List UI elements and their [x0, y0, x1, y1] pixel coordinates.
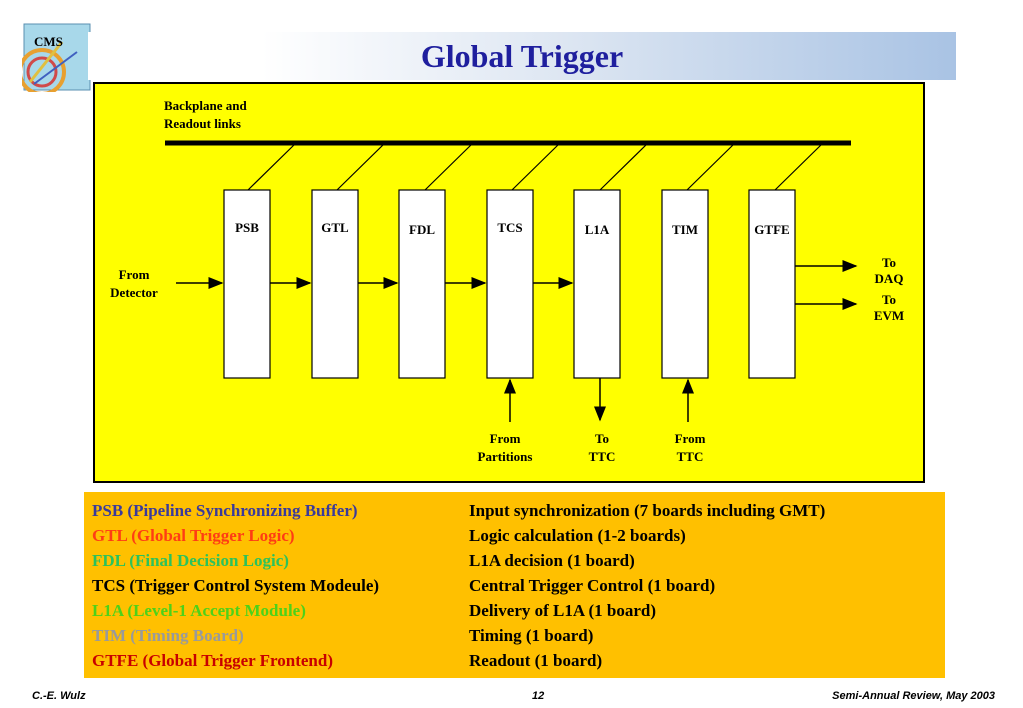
- board-l1a: [573, 189, 621, 379]
- logo-text: CMS: [34, 34, 63, 49]
- board-label-tim: TIM: [672, 222, 698, 237]
- board-label-l1a: L1A: [585, 222, 610, 237]
- footer-event: Semi-Annual Review, May 2003: [832, 690, 995, 702]
- to-ttc-line2: TTC: [589, 449, 616, 464]
- link-gtl: [336, 142, 386, 191]
- board-psb: [223, 189, 271, 379]
- cms-logo: CMS: [18, 22, 92, 96]
- legend-desc-gtl: Logic calculation (1-2 boards): [469, 526, 686, 545]
- board-tim: [661, 189, 709, 379]
- legend-abbr-fdl: FDL (Final Decision Logic): [92, 551, 289, 570]
- footer-page-number: 12: [532, 690, 545, 702]
- input-label-line2: Detector: [110, 285, 158, 300]
- output-evm-line2: EVM: [874, 308, 904, 323]
- backplane-label-line1: Backplane and: [164, 98, 247, 113]
- legend-abbr-gtfe: GTFE (Global Trigger Frontend): [92, 651, 333, 670]
- from-partitions-line2: Partitions: [478, 449, 533, 464]
- input-label-line1: From: [119, 267, 150, 282]
- board-tcs: [486, 189, 534, 379]
- output-evm-line1: To: [882, 292, 896, 307]
- page-title: Global Trigger: [420, 38, 624, 74]
- legend-desc-psb: Input synchronization (7 boards includin…: [469, 501, 826, 520]
- legend-abbr-psb: PSB (Pipeline Synchronizing Buffer): [92, 501, 358, 520]
- legend-abbr-tim: TIM (Timing Board): [92, 626, 244, 645]
- board-label-fdl: FDL: [409, 222, 435, 237]
- to-ttc-line1: To: [595, 431, 609, 446]
- legend-panel: PSB (Pipeline Synchronizing Buffer) Inpu…: [84, 492, 945, 678]
- legend-abbr-tcs: TCS (Trigger Control System Modeule): [92, 576, 380, 595]
- from-partitions-line1: From: [490, 431, 521, 446]
- board-label-psb: PSB: [235, 220, 259, 235]
- link-l1a: [599, 142, 649, 191]
- footer-author: C.-E. Wulz: [32, 690, 86, 702]
- legend-abbr-l1a: L1A (Level-1 Accept Module): [92, 601, 306, 620]
- link-fdl: [424, 142, 474, 191]
- legend-desc-tcs: Central Trigger Control (1 board): [469, 576, 716, 595]
- from-ttc-line2: TTC: [677, 449, 704, 464]
- output-daq-line2: DAQ: [875, 271, 904, 286]
- board-label-gtfe: GTFE: [754, 222, 789, 237]
- board-label-gtl: GTL: [321, 220, 349, 235]
- board-gtfe: [748, 189, 796, 379]
- link-tim: [686, 142, 736, 191]
- link-tcs: [511, 142, 561, 191]
- legend-desc-fdl: L1A decision (1 board): [469, 551, 635, 570]
- from-ttc-line1: From: [675, 431, 706, 446]
- legend-abbr-gtl: GTL (Global Trigger Logic): [92, 526, 295, 545]
- link-psb: [247, 142, 297, 191]
- link-gtfe: [774, 142, 824, 191]
- output-daq-line1: To: [882, 255, 896, 270]
- backplane-label-line2: Readout links: [164, 116, 241, 131]
- global-trigger-diagram: Backplane and Readout links PSB GTL FDL …: [93, 82, 925, 483]
- board-gtl: [311, 189, 359, 379]
- legend-desc-tim: Timing (1 board): [469, 626, 594, 645]
- board-fdl: [398, 189, 446, 379]
- board-label-tcs: TCS: [497, 220, 522, 235]
- legend-desc-gtfe: Readout (1 board): [469, 651, 603, 670]
- title-bar: Global Trigger: [88, 32, 956, 80]
- legend-desc-l1a: Delivery of L1A (1 board): [469, 601, 656, 620]
